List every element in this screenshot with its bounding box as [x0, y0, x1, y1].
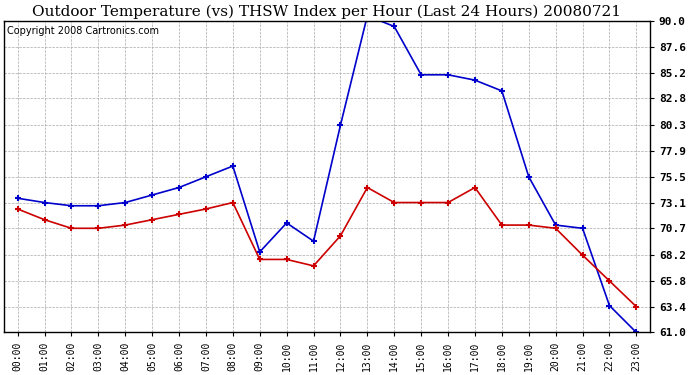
Text: Copyright 2008 Cartronics.com: Copyright 2008 Cartronics.com — [8, 26, 159, 36]
Title: Outdoor Temperature (vs) THSW Index per Hour (Last 24 Hours) 20080721: Outdoor Temperature (vs) THSW Index per … — [32, 4, 622, 18]
